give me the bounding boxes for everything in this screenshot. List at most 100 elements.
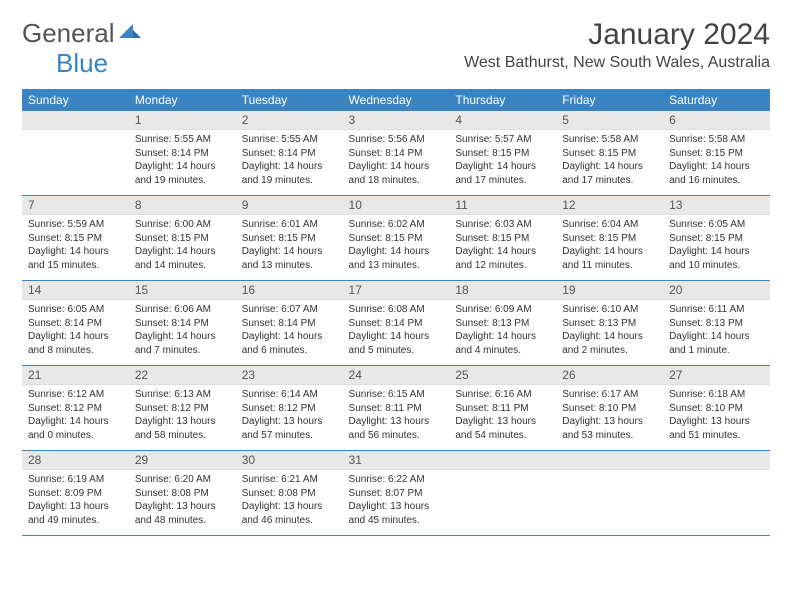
weekday-header: Saturday <box>663 89 770 111</box>
day-number: 22 <box>129 366 236 385</box>
calendar-cell: 2Sunrise: 5:55 AMSunset: 8:14 PMDaylight… <box>236 111 343 196</box>
day-number: 20 <box>663 281 770 300</box>
calendar-cell: 11Sunrise: 6:03 AMSunset: 8:15 PMDayligh… <box>449 196 556 281</box>
day-number: 28 <box>22 451 129 470</box>
calendar-row: 1Sunrise: 5:55 AMSunset: 8:14 PMDaylight… <box>22 111 770 196</box>
calendar-cell: 20Sunrise: 6:11 AMSunset: 8:13 PMDayligh… <box>663 281 770 366</box>
day-number: 23 <box>236 366 343 385</box>
day-number: 2 <box>236 111 343 130</box>
day-number: 12 <box>556 196 663 215</box>
calendar-cell: 8Sunrise: 6:00 AMSunset: 8:15 PMDaylight… <box>129 196 236 281</box>
weekday-header: Friday <box>556 89 663 111</box>
day-content: Sunrise: 6:18 AMSunset: 8:10 PMDaylight:… <box>663 385 770 450</box>
day-number: 24 <box>343 366 450 385</box>
day-number: 27 <box>663 366 770 385</box>
calendar-row: 14Sunrise: 6:05 AMSunset: 8:14 PMDayligh… <box>22 281 770 366</box>
day-number: 1 <box>129 111 236 130</box>
day-content: Sunrise: 6:05 AMSunset: 8:15 PMDaylight:… <box>663 215 770 280</box>
day-number: 14 <box>22 281 129 300</box>
day-content: Sunrise: 6:02 AMSunset: 8:15 PMDaylight:… <box>343 215 450 280</box>
day-number: 29 <box>129 451 236 470</box>
day-number: 30 <box>236 451 343 470</box>
calendar-cell: 17Sunrise: 6:08 AMSunset: 8:14 PMDayligh… <box>343 281 450 366</box>
day-number: 7 <box>22 196 129 215</box>
day-number: 15 <box>129 281 236 300</box>
day-number: 17 <box>343 281 450 300</box>
logo: General <box>22 18 143 49</box>
calendar-cell: 26Sunrise: 6:17 AMSunset: 8:10 PMDayligh… <box>556 366 663 451</box>
day-content: Sunrise: 6:05 AMSunset: 8:14 PMDaylight:… <box>22 300 129 365</box>
calendar-cell: 18Sunrise: 6:09 AMSunset: 8:13 PMDayligh… <box>449 281 556 366</box>
day-number: 16 <box>236 281 343 300</box>
day-number: 18 <box>449 281 556 300</box>
calendar-cell: 31Sunrise: 6:22 AMSunset: 8:07 PMDayligh… <box>343 451 450 536</box>
day-content: Sunrise: 6:15 AMSunset: 8:11 PMDaylight:… <box>343 385 450 450</box>
calendar-cell: 25Sunrise: 6:16 AMSunset: 8:11 PMDayligh… <box>449 366 556 451</box>
calendar-cell: 21Sunrise: 6:12 AMSunset: 8:12 PMDayligh… <box>22 366 129 451</box>
day-content: Sunrise: 6:01 AMSunset: 8:15 PMDaylight:… <box>236 215 343 280</box>
weekday-header: Sunday <box>22 89 129 111</box>
calendar-body: 1Sunrise: 5:55 AMSunset: 8:14 PMDaylight… <box>22 111 770 536</box>
day-content: Sunrise: 5:57 AMSunset: 8:15 PMDaylight:… <box>449 130 556 195</box>
weekday-header: Thursday <box>449 89 556 111</box>
weekday-header: Monday <box>129 89 236 111</box>
calendar-cell: 19Sunrise: 6:10 AMSunset: 8:13 PMDayligh… <box>556 281 663 366</box>
day-number: 25 <box>449 366 556 385</box>
day-number: 19 <box>556 281 663 300</box>
day-content: Sunrise: 6:20 AMSunset: 8:08 PMDaylight:… <box>129 470 236 535</box>
day-content: Sunrise: 6:06 AMSunset: 8:14 PMDaylight:… <box>129 300 236 365</box>
calendar-cell: 9Sunrise: 6:01 AMSunset: 8:15 PMDaylight… <box>236 196 343 281</box>
day-number: 6 <box>663 111 770 130</box>
day-content: Sunrise: 6:09 AMSunset: 8:13 PMDaylight:… <box>449 300 556 365</box>
weekday-header-row: SundayMondayTuesdayWednesdayThursdayFrid… <box>22 89 770 111</box>
calendar-cell: 23Sunrise: 6:14 AMSunset: 8:12 PMDayligh… <box>236 366 343 451</box>
day-content: Sunrise: 6:10 AMSunset: 8:13 PMDaylight:… <box>556 300 663 365</box>
calendar-cell: 1Sunrise: 5:55 AMSunset: 8:14 PMDaylight… <box>129 111 236 196</box>
day-number: 31 <box>343 451 450 470</box>
day-content <box>663 470 770 532</box>
calendar-table: SundayMondayTuesdayWednesdayThursdayFrid… <box>22 89 770 536</box>
calendar-cell: 24Sunrise: 6:15 AMSunset: 8:11 PMDayligh… <box>343 366 450 451</box>
logo-icon <box>119 24 141 45</box>
location: West Bathurst, New South Wales, Australi… <box>464 54 770 72</box>
calendar-row: 28Sunrise: 6:19 AMSunset: 8:09 PMDayligh… <box>22 451 770 536</box>
calendar-cell: 7Sunrise: 5:59 AMSunset: 8:15 PMDaylight… <box>22 196 129 281</box>
day-number: 8 <box>129 196 236 215</box>
day-content: Sunrise: 5:58 AMSunset: 8:15 PMDaylight:… <box>556 130 663 195</box>
logo-text-blue: Blue <box>56 48 108 79</box>
calendar-cell: 13Sunrise: 6:05 AMSunset: 8:15 PMDayligh… <box>663 196 770 281</box>
calendar-cell <box>556 451 663 536</box>
calendar-cell <box>663 451 770 536</box>
day-content: Sunrise: 6:14 AMSunset: 8:12 PMDaylight:… <box>236 385 343 450</box>
day-number <box>556 451 663 470</box>
day-content: Sunrise: 6:08 AMSunset: 8:14 PMDaylight:… <box>343 300 450 365</box>
calendar-cell: 15Sunrise: 6:06 AMSunset: 8:14 PMDayligh… <box>129 281 236 366</box>
day-content <box>556 470 663 532</box>
title-block: January 2024 West Bathurst, New South Wa… <box>464 18 770 72</box>
day-content: Sunrise: 6:22 AMSunset: 8:07 PMDaylight:… <box>343 470 450 535</box>
day-content: Sunrise: 6:16 AMSunset: 8:11 PMDaylight:… <box>449 385 556 450</box>
day-content: Sunrise: 5:59 AMSunset: 8:15 PMDaylight:… <box>22 215 129 280</box>
weekday-header: Tuesday <box>236 89 343 111</box>
day-content: Sunrise: 6:07 AMSunset: 8:14 PMDaylight:… <box>236 300 343 365</box>
calendar-cell: 28Sunrise: 6:19 AMSunset: 8:09 PMDayligh… <box>22 451 129 536</box>
day-number <box>663 451 770 470</box>
calendar-cell: 10Sunrise: 6:02 AMSunset: 8:15 PMDayligh… <box>343 196 450 281</box>
day-number: 11 <box>449 196 556 215</box>
calendar-cell: 30Sunrise: 6:21 AMSunset: 8:08 PMDayligh… <box>236 451 343 536</box>
day-number: 10 <box>343 196 450 215</box>
day-number: 26 <box>556 366 663 385</box>
day-content <box>449 470 556 532</box>
calendar-cell: 22Sunrise: 6:13 AMSunset: 8:12 PMDayligh… <box>129 366 236 451</box>
weekday-header: Wednesday <box>343 89 450 111</box>
calendar-row: 7Sunrise: 5:59 AMSunset: 8:15 PMDaylight… <box>22 196 770 281</box>
day-number: 9 <box>236 196 343 215</box>
day-content: Sunrise: 6:03 AMSunset: 8:15 PMDaylight:… <box>449 215 556 280</box>
day-content: Sunrise: 5:55 AMSunset: 8:14 PMDaylight:… <box>236 130 343 195</box>
day-content: Sunrise: 5:58 AMSunset: 8:15 PMDaylight:… <box>663 130 770 195</box>
page-title: January 2024 <box>464 18 770 52</box>
day-number <box>449 451 556 470</box>
calendar-row: 21Sunrise: 6:12 AMSunset: 8:12 PMDayligh… <box>22 366 770 451</box>
day-number <box>22 111 129 130</box>
calendar-cell: 5Sunrise: 5:58 AMSunset: 8:15 PMDaylight… <box>556 111 663 196</box>
